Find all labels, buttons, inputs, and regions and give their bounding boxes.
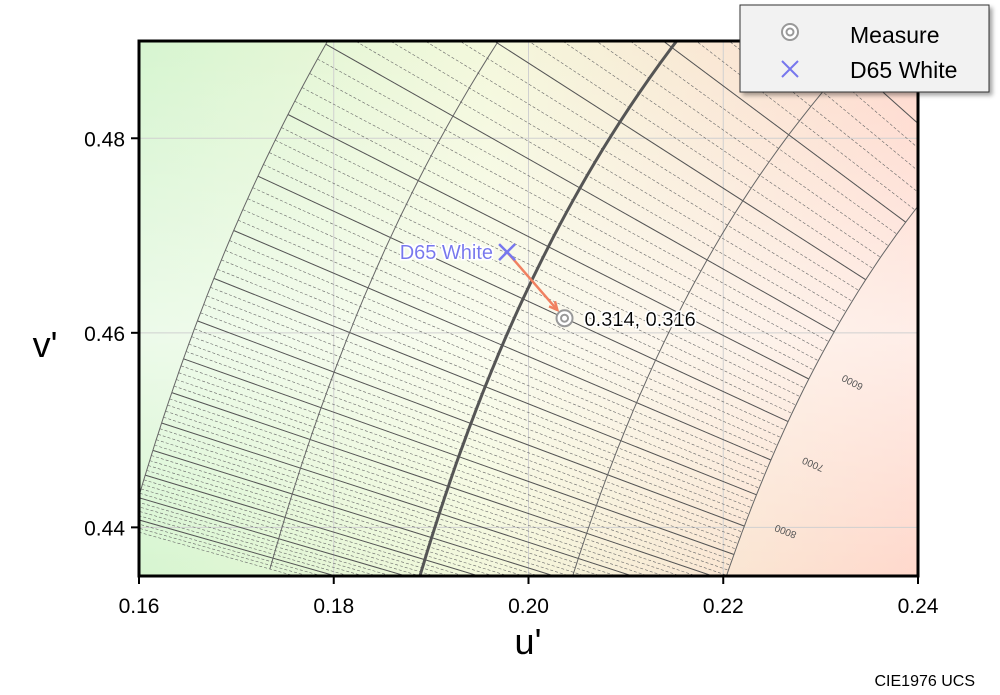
isotherm-major [139, 497, 408, 576]
isotherm-minor [695, 41, 916, 211]
isotherm-minor [793, 41, 918, 149]
isotherm-minor [139, 531, 296, 576]
axis-ticks: 0.16 0.18 0.20 0.22 0.24 0.44 0.46 0.48 [84, 128, 939, 618]
isotherm-minor [139, 506, 379, 576]
deviation-arrow [506, 251, 559, 311]
isotherm-minor [728, 41, 918, 193]
x-axis-label: u' [515, 621, 542, 662]
isotherm-minor [139, 527, 310, 576]
d65-white-point [498, 243, 516, 261]
deviation-arrow-head [548, 300, 560, 313]
isotherm-minor [139, 510, 365, 576]
y-tick-label: 0.48 [84, 128, 125, 151]
y-tick-label: 0.44 [84, 517, 125, 540]
isotherm-minor [139, 493, 422, 576]
x-tick-label: 0.16 [119, 595, 160, 618]
measure-marker-inner-icon [785, 27, 795, 37]
data-marks: D65 White 0.314, 0.316 [400, 242, 696, 331]
x-tick-label: 0.20 [508, 595, 549, 618]
d65-cross-icon [781, 60, 799, 78]
measure-value-label: 0.314, 0.316 [585, 309, 696, 331]
isotherm-label: 10000 [738, 622, 768, 641]
diagram-footer: CIE1976 UCS [875, 673, 976, 690]
legend-label-d65: D65 White [850, 57, 957, 83]
legend-item-d65: D65 White [781, 57, 957, 83]
y-axis-label: v' [33, 324, 58, 365]
isotherm-minor [139, 515, 351, 576]
isotherm-major [139, 519, 338, 576]
x-tick-label: 0.24 [898, 595, 939, 618]
d65-white-label: D65 White [400, 242, 493, 264]
duv-curve [572, 61, 850, 576]
isotherm-minor [760, 41, 918, 172]
isotherm-minor [139, 502, 393, 576]
planckian-locus [418, 41, 679, 576]
x-tick-label: 0.18 [313, 595, 354, 618]
isotherm-minor [139, 523, 323, 576]
legend: Measure D65 White [739, 4, 990, 93]
isotherm-major [825, 41, 918, 125]
duv-curve [269, 41, 500, 570]
legend-box [739, 4, 990, 93]
legend-item-measure: Measure [781, 22, 939, 48]
measure-point-inner [560, 313, 570, 323]
x-tick-label: 0.22 [703, 595, 744, 618]
duv-label: 0.00 [394, 598, 411, 620]
duv-curve [139, 41, 329, 498]
legend-label-measure: Measure [850, 22, 939, 48]
y-tick-label: 0.46 [84, 323, 125, 346]
duv-curve [725, 205, 918, 576]
